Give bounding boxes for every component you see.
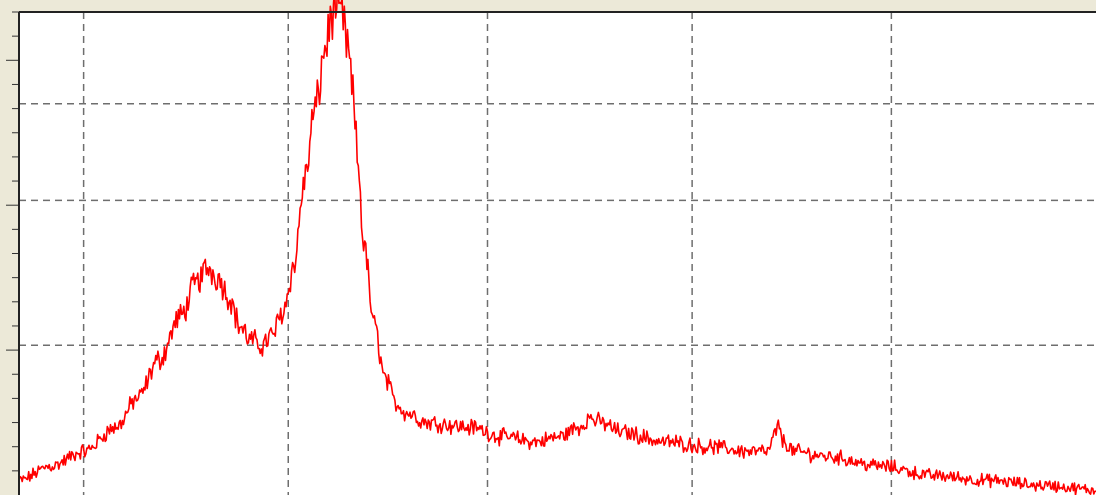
y-axis-ticks: [6, 11, 19, 472]
grid-lines: [19, 12, 1096, 495]
plot-area-background: [19, 12, 1096, 495]
series-layer: [18, 0, 1096, 495]
series-line-1: [18, 0, 1096, 495]
